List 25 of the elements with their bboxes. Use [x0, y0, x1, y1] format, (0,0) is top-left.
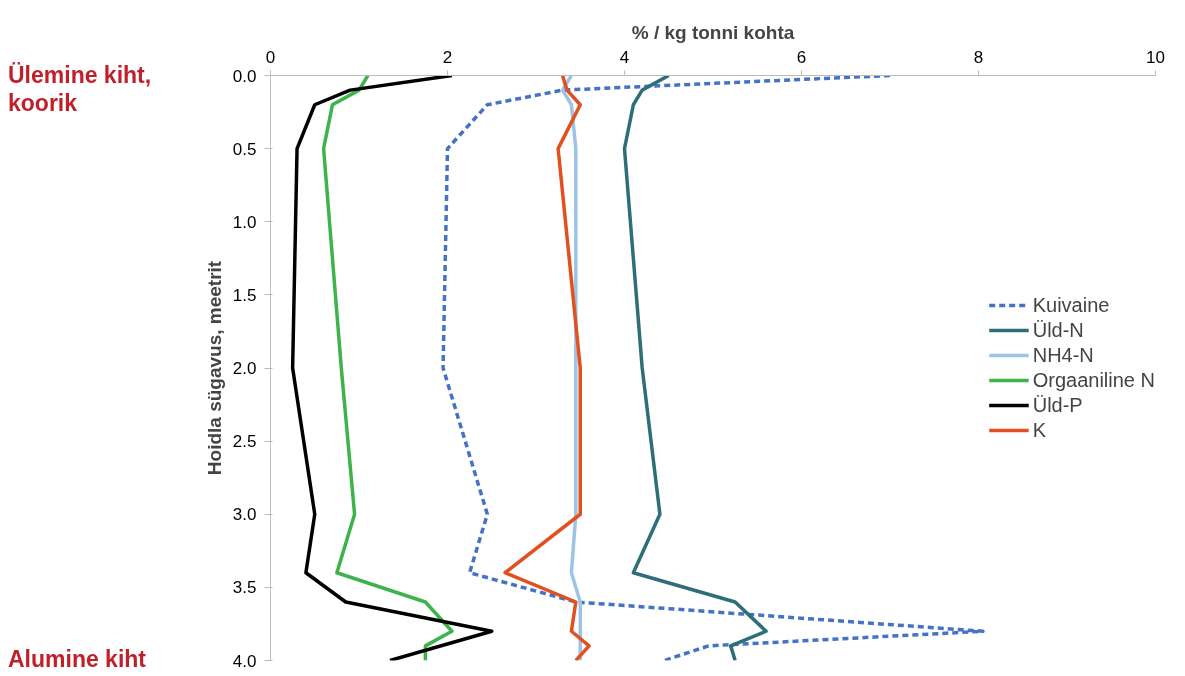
y-tick-label: 1.0 [232, 212, 257, 232]
legend-label: K [1032, 418, 1048, 442]
x-tick-label: 10 [1146, 47, 1165, 67]
x-axis-title: % / kg tonni kohta [631, 21, 795, 43]
x-tick-label: 8 [973, 47, 984, 67]
text: Alumine kiht [8, 645, 147, 673]
legend-label: Üld-N [1032, 318, 1084, 342]
y-tick-label: 3.0 [232, 505, 257, 525]
legend-label: Üld-P [1032, 393, 1083, 417]
x-tick-label: 4 [619, 47, 630, 67]
y-tick-label: 4.0 [232, 651, 257, 671]
y-tick-label: 2.0 [232, 359, 257, 378]
x-tick-label: 6 [796, 47, 807, 67]
y-tick-label: 0.5 [232, 139, 257, 159]
x-tick-label: 0 [265, 47, 276, 67]
legend-label: Orgaaniline N [1032, 368, 1155, 392]
y-tick-label: 3.5 [232, 578, 257, 598]
y-tick-label: 0.0 [232, 66, 257, 86]
y-tick-label: 2.5 [232, 432, 257, 452]
x-tick-label: 2 [442, 47, 453, 67]
y-axis-title: Hoidla sügavus, meetrit [203, 260, 225, 476]
legend-label: NH4-N [1032, 343, 1094, 367]
text: Ülemine kiht, koorik [8, 61, 153, 117]
legend-label: Kuivaine [1032, 293, 1110, 317]
y-tick-label: 1.5 [232, 285, 257, 305]
